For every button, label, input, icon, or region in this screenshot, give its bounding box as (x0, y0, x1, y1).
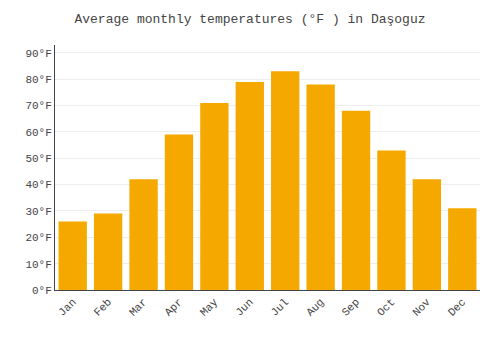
svg-text:Jun: Jun (233, 296, 255, 318)
svg-text:90°F: 90°F (25, 48, 51, 60)
svg-text:50°F: 50°F (25, 153, 51, 165)
svg-text:0°F: 0°F (32, 285, 52, 297)
svg-text:May: May (198, 296, 221, 319)
svg-text:70°F: 70°F (25, 100, 51, 112)
svg-text:80°F: 80°F (25, 74, 51, 86)
svg-text:Aug: Aug (304, 296, 326, 318)
svg-text:60°F: 60°F (25, 127, 51, 139)
svg-text:Dec: Dec (446, 296, 468, 318)
svg-text:Nov: Nov (410, 296, 433, 319)
svg-text:Mar: Mar (127, 296, 149, 318)
svg-text:Average monthly temperatures (: Average monthly temperatures (°F ) in Da… (74, 12, 425, 27)
svg-text:Apr: Apr (162, 296, 184, 318)
svg-text:10°F: 10°F (25, 259, 51, 271)
svg-text:40°F: 40°F (25, 179, 51, 191)
svg-text:20°F: 20°F (25, 232, 51, 244)
svg-text:Oct: Oct (375, 296, 397, 318)
svg-text:Jul: Jul (269, 296, 291, 318)
svg-text:Jan: Jan (56, 296, 78, 318)
svg-text:Sep: Sep (340, 296, 362, 318)
svg-text:30°F: 30°F (25, 206, 51, 218)
svg-text:Feb: Feb (92, 296, 114, 318)
